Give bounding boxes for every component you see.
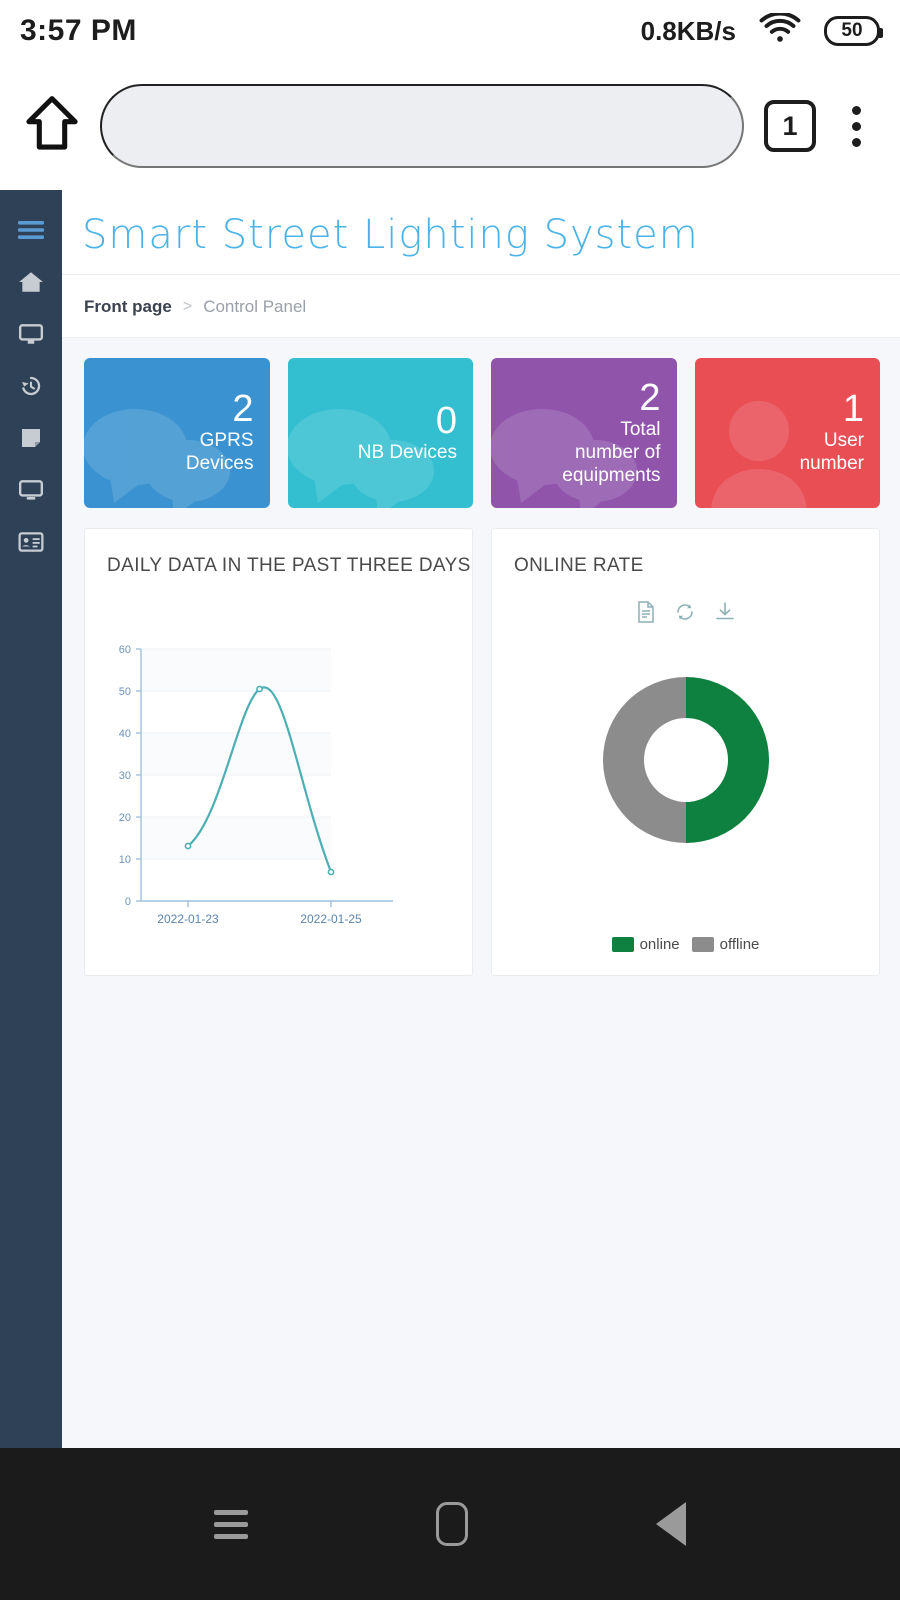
restore-refresh-icon[interactable]: [674, 601, 696, 628]
svg-text:2022-01-23: 2022-01-23: [157, 912, 219, 926]
page-content: Smart Street Lighting System Front page …: [62, 190, 900, 1448]
wifi-icon: [758, 11, 802, 50]
svg-text:20: 20: [119, 812, 131, 824]
svg-text:10: 10: [119, 854, 131, 866]
stat-card-user-number[interactable]: 1 User number: [694, 358, 880, 508]
svg-text:0: 0: [125, 896, 131, 908]
chevron-right-icon: >: [182, 298, 193, 315]
svg-text:30: 30: [119, 770, 131, 782]
online-rate-title: ONLINE RATE: [514, 555, 644, 576]
browser-toolbar: 1: [0, 62, 900, 190]
recents-icon[interactable]: [214, 1509, 248, 1539]
android-nav-bar: [0, 1448, 900, 1600]
stat-card-value: 2: [232, 388, 254, 431]
breadcrumb-control-panel: Control Panel: [203, 297, 307, 316]
stat-card-gprs-devices[interactable]: 2 GPRS Devices: [84, 358, 270, 508]
sidebar-item-note[interactable]: [0, 412, 62, 464]
overflow-menu-icon[interactable]: [836, 105, 876, 147]
daily-data-title: DAILY DATA IN THE PAST THREE DAYS: [107, 555, 471, 576]
stat-card-nb-devices[interactable]: 0 NB Devices: [287, 358, 473, 508]
stat-card-label: equipments: [562, 464, 661, 486]
android-status-bar: 3:57 PM 0.8KB/s 50: [0, 0, 900, 62]
svg-text:50: 50: [119, 686, 131, 698]
online-rate-panel: ONLINE RATE: [491, 528, 880, 976]
home-square-icon[interactable]: [436, 1502, 468, 1546]
page-title: Smart Street Lighting System: [62, 190, 900, 275]
legend-swatch-offline: [691, 937, 714, 952]
legend-label-online: online: [639, 936, 680, 953]
daily-data-line-chart[interactable]: 60 50 40 30 20 10 0 2022-01-23 2022-01-2…: [93, 629, 473, 934]
download-save-icon[interactable]: [714, 601, 736, 628]
sidebar-item-screen[interactable]: [0, 464, 62, 516]
chat-bubbles-icon: [84, 399, 230, 508]
battery-indicator: 50: [824, 16, 883, 46]
svg-text:60: 60: [119, 644, 131, 656]
legend-swatch-online: [611, 937, 634, 952]
legend-label-offline: offline: [719, 936, 760, 953]
stat-card-label: number of: [574, 441, 661, 463]
web-page: Smart Street Lighting System Front page …: [0, 190, 900, 1448]
sidebar-item-history[interactable]: [0, 360, 62, 412]
home-icon[interactable]: [24, 94, 80, 159]
stat-card-label: GPRS: [199, 430, 254, 452]
user-avatar-icon: [701, 393, 829, 508]
back-triangle-icon[interactable]: [656, 1502, 686, 1546]
status-time: 3:57 PM: [20, 14, 137, 47]
app-sidebar: [0, 190, 62, 1448]
breadcrumb-front-page[interactable]: Front page: [84, 297, 172, 316]
stat-card-label: number: [799, 453, 864, 475]
legend-item-online[interactable]: online: [611, 936, 680, 953]
stat-card-label: User: [823, 430, 864, 452]
sidebar-item-home[interactable]: [0, 256, 62, 308]
tab-count-button[interactable]: 1: [764, 100, 816, 152]
stat-card-label: Total: [620, 418, 661, 440]
daily-data-panel: DAILY DATA IN THE PAST THREE DAYS: [84, 528, 473, 976]
stat-card-value: 2: [639, 376, 661, 419]
stat-card-total-equipments[interactable]: 2 Total number of equipments: [491, 358, 677, 508]
chat-bubbles-icon: [491, 399, 637, 508]
data-view-icon[interactable]: [636, 601, 656, 628]
sidebar-item-id-card[interactable]: [0, 516, 62, 568]
network-speed: 0.8KB/s: [640, 15, 736, 46]
svg-text:40: 40: [119, 728, 131, 740]
chart-toolbox: [492, 601, 879, 628]
address-bar-input[interactable]: [100, 84, 744, 168]
stat-card-value: 1: [842, 388, 864, 431]
legend-item-offline[interactable]: offline: [691, 936, 760, 953]
svg-text:2022-01-25: 2022-01-25: [300, 912, 362, 926]
stat-card-value: 0: [435, 400, 457, 443]
sidebar-item-monitor[interactable]: [0, 308, 62, 360]
stat-card-label: Devices: [185, 453, 254, 475]
chart-panel-row: DAILY DATA IN THE PAST THREE DAYS: [62, 508, 900, 976]
chat-bubbles-icon: [287, 399, 434, 508]
status-indicators: 0.8KB/s 50: [640, 11, 883, 50]
stat-card-label: NB Devices: [357, 441, 457, 463]
stat-card-row: 2 GPRS Devices 0 NB Devices: [62, 338, 900, 508]
online-rate-legend: online offline: [492, 936, 879, 953]
sidebar-item-menu-toggle[interactable]: [0, 204, 62, 256]
online-rate-donut-chart[interactable]: [492, 669, 879, 851]
breadcrumb: Front page > Control Panel: [62, 275, 900, 338]
